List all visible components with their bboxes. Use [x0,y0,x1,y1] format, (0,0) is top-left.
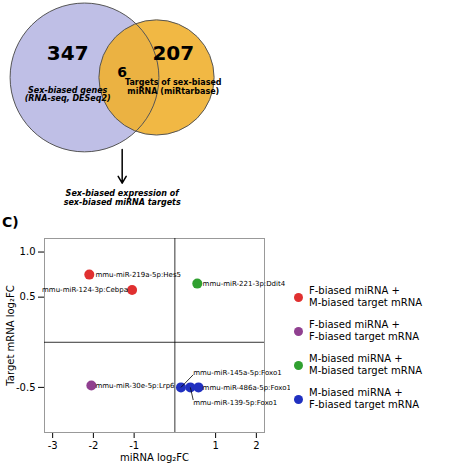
svg-text:mmu-miR-221-3p:Ddit4: mmu-miR-221-3p:Ddit4 [203,280,286,288]
svg-text:miRNA log₂FC: miRNA log₂FC [120,452,189,463]
svg-text:mmu-miR-139-5p:Foxo1: mmu-miR-139-5p:Foxo1 [193,399,277,407]
svg-text:0.5: 0.5 [20,291,36,302]
svg-text:-0.5: -0.5 [16,382,36,393]
svg-text:Targets of sex-biasedmiRNA (mi: Targets of sex-biasedmiRNA (miRtarbase) [125,78,222,96]
svg-text:mmu-miR-219a-5p:Hes5: mmu-miR-219a-5p:Hes5 [95,271,181,279]
svg-text:mmu-miR-124-3p:Cebpa: mmu-miR-124-3p:Cebpa [42,286,128,294]
html-text:F-biased miRNA + M-biased targ: F-biased miRNA + M-biased target mRNA [309,285,422,308]
svg-text:Sex-biased genes(RNA-seq, DESe: Sex-biased genes(RNA-seq, DESeq2) [25,86,111,104]
svg-text:-2: -2 [88,440,98,451]
svg-text:2: 2 [253,440,259,451]
svg-text:mmu-miR-30e-5p:Lrp6: mmu-miR-30e-5p:Lrp6 [95,382,175,390]
svg-text:-1: -1 [129,440,139,451]
svg-text:Sex-biased expression ofsex-bi: Sex-biased expression ofsex-biased miRNA… [64,189,181,207]
svg-text:347: 347 [47,41,89,65]
html-text:F-biased miRNA + F-biased targ: F-biased miRNA + F-biased target mRNA [309,319,420,342]
svg-text:-3: -3 [48,440,58,451]
html-text:C): C) [2,214,19,230]
svg-text:1: 1 [212,440,218,451]
svg-text:Target mRNA log₂FC: Target mRNA log₂FC [5,285,16,386]
html-text:M-biased miRNA + M-biased targ: M-biased miRNA + M-biased target mRNA [309,353,422,376]
html-text:M-biased miRNA + F-biased targ: M-biased miRNA + F-biased target mRNA [309,387,420,410]
svg-text:6: 6 [117,64,127,80]
svg-text:1.0: 1.0 [20,246,36,257]
svg-text:mmu-miR-486a-5p:Foxo1: mmu-miR-486a-5p:Foxo1 [203,384,290,392]
svg-text:mmu-miR-145a-5p:Foxo1: mmu-miR-145a-5p:Foxo1 [193,369,281,377]
svg-text:207: 207 [152,41,194,65]
